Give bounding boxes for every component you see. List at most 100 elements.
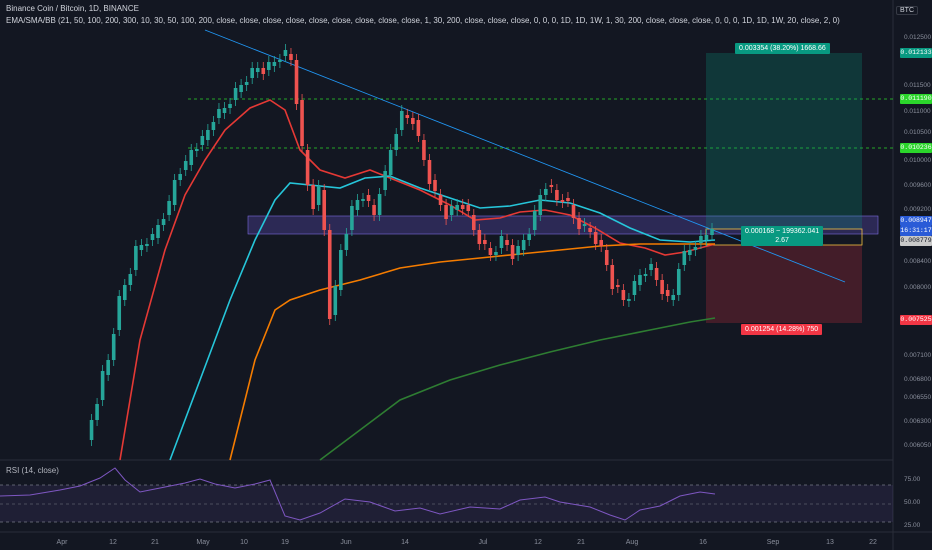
candle-body [172, 180, 177, 205]
time-axis-label: Jul [478, 539, 488, 546]
candle-body [621, 290, 626, 300]
candle-body [643, 274, 648, 276]
price-axis-tag[interactable]: 16:31:17 [900, 226, 932, 236]
candle-body [394, 134, 399, 150]
price-axis-label: 0.009200 [904, 206, 932, 213]
position-info-box[interactable]: 0.000168 ~ 199362.041 2.67 [741, 226, 824, 246]
candle-body [139, 245, 144, 250]
candle-body [688, 250, 692, 255]
time-axis-label: 10 [240, 539, 248, 546]
price-axis-label: 0.007100 [904, 352, 932, 359]
candle-body [671, 295, 676, 300]
time-axis-label: Aug [625, 539, 639, 546]
candle-body [521, 240, 526, 250]
candle-body [654, 268, 659, 280]
candle-body [627, 299, 631, 301]
price-axis-tag[interactable]: 0.008779 [900, 236, 932, 246]
candle-body [699, 236, 703, 243]
candle-body [676, 269, 681, 295]
candle-body [344, 234, 349, 250]
rsi-band [0, 485, 893, 522]
time-axis-label: 22 [869, 539, 877, 546]
candle-body [267, 62, 271, 70]
candle-body [100, 371, 105, 400]
candle-body [388, 150, 393, 175]
price-axis-label: 0.008000 [904, 284, 932, 291]
candle-body [300, 100, 304, 146]
candle-body [499, 236, 504, 248]
price-axis-label: 0.006550 [904, 394, 932, 401]
indicator-legend[interactable]: EMA/SMA/BB (21, 50, 100, 200, 300, 10, 3… [6, 16, 840, 25]
price-axis-tag[interactable]: 0.012133 [900, 48, 932, 58]
candle-body [261, 68, 266, 74]
candle-body [693, 247, 698, 250]
candle-body [483, 240, 487, 244]
time-axis-label: 14 [401, 539, 409, 546]
price-axis-tag[interactable]: 0.007525 [900, 315, 932, 325]
price-axis-tag[interactable]: 0.008947 [900, 216, 932, 226]
candle-body [327, 230, 332, 319]
candle-body [549, 185, 554, 187]
candle-body [272, 62, 277, 66]
candle-body [255, 68, 260, 72]
position-info-line1: 0.000168 ~ 199362.041 [745, 228, 820, 235]
position-target-label[interactable]: 0.003354 (38.20%) 1668.66 [735, 43, 830, 54]
candle-body [527, 234, 531, 240]
position-profit-zone [706, 53, 862, 229]
time-axis-label: 21 [151, 539, 159, 546]
price-axis-label: 0.006300 [904, 418, 932, 425]
candle-body [189, 150, 194, 165]
candle-body [150, 234, 155, 240]
candle-body [632, 281, 637, 295]
price-axis-label: 0.010500 [904, 129, 932, 136]
candle-body [588, 228, 592, 232]
candle-body [361, 199, 365, 201]
candle-body [571, 205, 576, 218]
candle-body [422, 140, 426, 160]
candle-body [294, 60, 299, 104]
candle-body [599, 240, 604, 246]
candle-body [516, 246, 520, 255]
candle-body [604, 250, 609, 265]
candle-body [283, 50, 288, 56]
candle-body [494, 252, 498, 255]
position-stop-label[interactable]: 0.001254 (14.28%) 750 [741, 324, 823, 335]
rsi-axis-label: 25.00 [904, 522, 921, 529]
time-axis-label: 13 [826, 539, 834, 546]
rsi-legend[interactable]: RSI (14, close) [6, 466, 59, 475]
candle-body [566, 198, 570, 201]
candle-body [616, 285, 620, 287]
position-loss-zone [706, 245, 862, 323]
candle-body [460, 205, 465, 209]
position-info-line2: 2.67 [775, 237, 789, 244]
candle-body [660, 280, 664, 294]
candle-body [383, 171, 387, 190]
candle-body [593, 232, 598, 244]
candle-body [399, 111, 404, 130]
candle-body [106, 360, 110, 375]
price-axis-tag[interactable]: 0.010236 [900, 143, 932, 153]
candle-body [89, 420, 94, 440]
currency-badge[interactable]: BTC [896, 6, 918, 15]
candle-body [455, 205, 459, 210]
candle-body [128, 274, 133, 285]
candle-body [471, 215, 476, 230]
candle-body [122, 285, 127, 300]
candle-body [339, 250, 343, 290]
ema-200-line [319, 317, 716, 461]
candle-body [239, 85, 243, 92]
candle-body [233, 88, 238, 100]
candle-body [167, 201, 171, 215]
ema-21-line [119, 99, 716, 461]
price-axis-label: 0.011500 [904, 82, 931, 89]
candle-body [355, 200, 360, 210]
candle-body [156, 225, 160, 238]
candle-body [377, 194, 382, 215]
candle-body [555, 190, 559, 200]
price-axis-label: 0.010000 [904, 157, 932, 164]
candle-body [649, 264, 653, 270]
candle-body [228, 104, 232, 108]
price-axis-tag[interactable]: 0.011190 [900, 94, 932, 104]
price-axis-label: 0.008400 [904, 258, 932, 265]
